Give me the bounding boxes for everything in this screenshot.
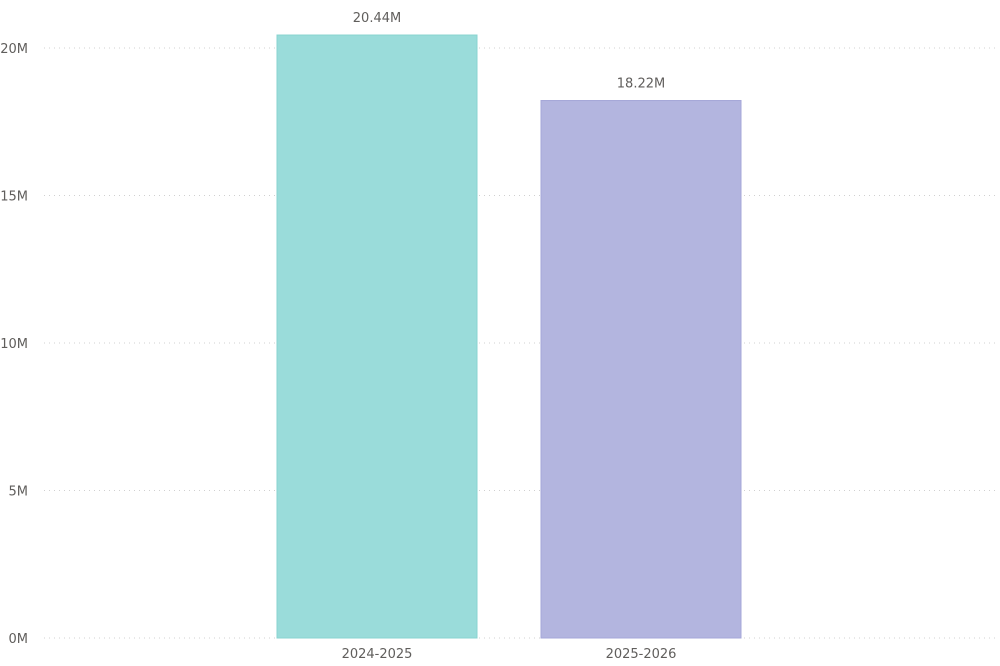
x-tick-label: 2024-2025 [342, 647, 413, 662]
y-tick-label: 15M [0, 190, 28, 205]
x-tick-label: 2025-2026 [606, 647, 677, 662]
y-tick-label: 5M [9, 485, 29, 500]
bar-2025-2026[interactable] [540, 100, 742, 639]
data-label: 20.44M [353, 11, 401, 26]
bar-2024-2025[interactable] [276, 34, 478, 639]
y-tick-label: 10M [0, 337, 28, 352]
y-tick-label: 0M [9, 632, 29, 647]
y-tick-label: 20M [0, 42, 28, 57]
data-label: 18.22M [617, 77, 665, 92]
